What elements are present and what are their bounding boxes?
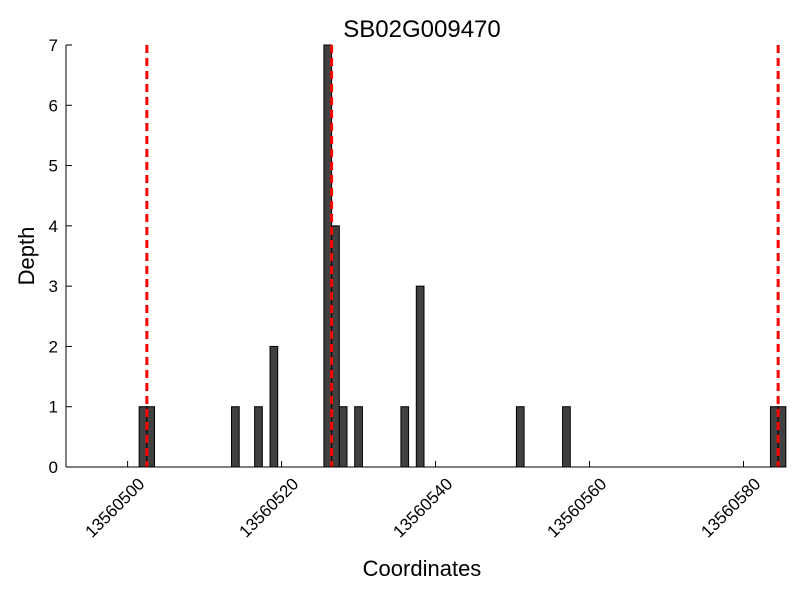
bar-2 bbox=[231, 406, 240, 468]
bar-12 bbox=[562, 406, 571, 468]
y-tick-label: 6 bbox=[49, 96, 58, 115]
y-tick-label: 7 bbox=[49, 36, 58, 55]
y-tick-label: 3 bbox=[49, 277, 58, 296]
bar-11 bbox=[515, 406, 525, 468]
y-axis-label: Depth bbox=[14, 227, 39, 286]
x-tick-label: 13560500 bbox=[81, 474, 148, 541]
x-axis-label: Coordinates bbox=[363, 556, 482, 581]
bar-8 bbox=[354, 406, 363, 468]
x-tick-label: 13560540 bbox=[389, 474, 456, 541]
y-tick-label: 1 bbox=[49, 398, 58, 417]
x-tick-label: 13560580 bbox=[697, 474, 764, 541]
bar-4 bbox=[269, 345, 279, 468]
bar-10 bbox=[415, 285, 425, 468]
y-tick-label: 4 bbox=[49, 217, 58, 236]
bar-7 bbox=[338, 406, 348, 468]
x-tick-label: 13560560 bbox=[543, 474, 610, 541]
bar-3 bbox=[254, 406, 263, 468]
chart-title: SB02G009470 bbox=[343, 16, 500, 43]
x-tick-label: 13560520 bbox=[235, 474, 302, 541]
y-tick-label: 2 bbox=[49, 337, 58, 356]
plot-area: 0 1 2 3 4 5 6 7 13560500 13560520 13560540 13560560… bbox=[49, 36, 787, 541]
y-tick-label: 0 bbox=[49, 458, 58, 477]
bar-9 bbox=[400, 406, 410, 468]
y-tick-label: 5 bbox=[49, 157, 58, 176]
